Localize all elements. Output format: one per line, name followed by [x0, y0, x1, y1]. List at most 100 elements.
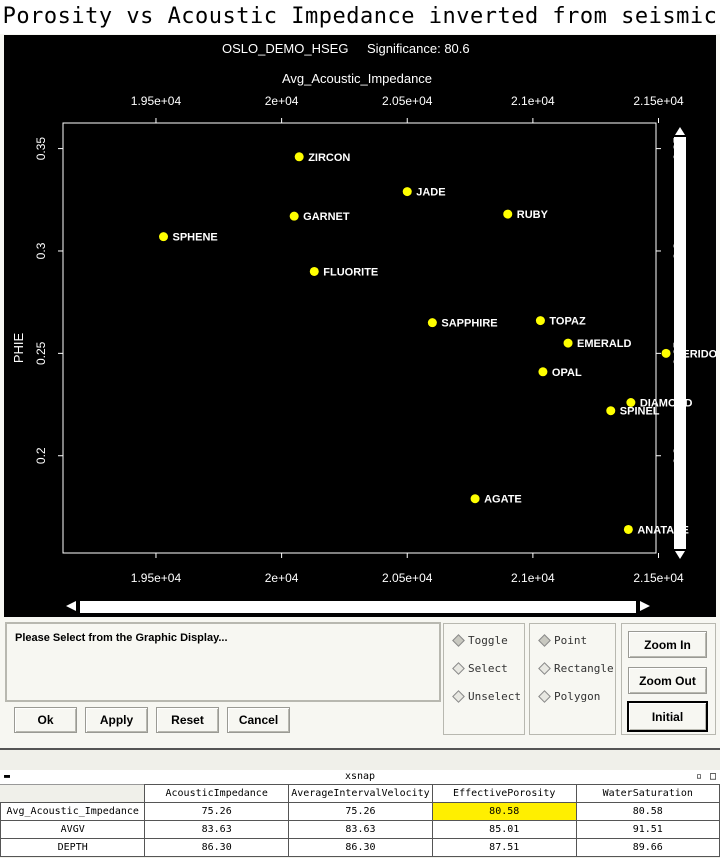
cancel-button[interactable]: Cancel	[227, 707, 290, 733]
window-menu-icon[interactable]: ▬	[4, 771, 11, 782]
zoom-in-button[interactable]: Zoom In	[628, 631, 707, 658]
x-tick-label-top: 2.1e+04	[511, 94, 555, 108]
message-box: Please Select from the Graphic Display..…	[5, 622, 441, 702]
ok-button[interactable]: Ok	[14, 707, 77, 733]
data-point[interactable]	[535, 316, 545, 326]
data-point-label: ZIRCON	[308, 152, 350, 164]
minimize-icon[interactable]: ▫	[695, 771, 702, 782]
table-cell[interactable]: 75.26	[287, 802, 433, 821]
rectangle-radio[interactable]: Rectangle	[538, 662, 614, 675]
y-axis-label: PHIE	[11, 333, 26, 364]
table-cell[interactable]: 83.63	[144, 820, 289, 839]
selection-shape-group: Point Rectangle Polygon	[529, 623, 616, 735]
vertical-scrollbar[interactable]	[674, 137, 686, 549]
data-point[interactable]	[563, 338, 573, 348]
scroll-right-arrow-icon[interactable]	[640, 601, 650, 611]
data-point-label: TOPAZ	[549, 316, 586, 328]
x-tick-label-bottom: 2.1e+04	[511, 571, 555, 585]
x-tick-label-bottom: 2.15e+04	[633, 571, 684, 585]
zoom-group: Zoom In Zoom Out Initial	[621, 623, 716, 735]
select-label: Select	[468, 662, 508, 675]
rectangle-label: Rectangle	[554, 662, 614, 675]
x-tick-label-bottom: 1.95e+04	[131, 571, 182, 585]
x-tick-label-bottom: 2e+04	[265, 571, 299, 585]
point-label: Point	[554, 634, 588, 647]
data-point-label: RUBY	[517, 209, 549, 221]
data-point[interactable]	[294, 152, 304, 162]
table-cell[interactable]: 91.51	[575, 820, 720, 839]
xsnap-table: AcousticImpedance AverageIntervalVelocit…	[0, 784, 720, 857]
unselect-radio[interactable]: Unselect	[452, 690, 521, 703]
data-point[interactable]	[159, 232, 169, 242]
data-point[interactable]	[309, 266, 319, 276]
data-point-label: SPINEL	[620, 406, 660, 418]
radio-diamond-icon	[452, 690, 465, 703]
reset-button[interactable]: Reset	[156, 707, 219, 733]
zoom-out-button[interactable]: Zoom Out	[628, 667, 707, 694]
data-point[interactable]	[626, 398, 636, 407]
column-header: EffectivePorosity	[431, 784, 577, 803]
scroll-down-arrow-icon[interactable]	[675, 551, 685, 559]
initial-button[interactable]: Initial	[627, 701, 708, 732]
data-point-label: AGATE	[484, 494, 522, 506]
data-point[interactable]	[606, 406, 616, 416]
horizontal-scrollbar[interactable]	[80, 601, 636, 613]
selection-mode-group: Toggle Select Unselect	[443, 623, 525, 735]
data-point[interactable]	[623, 524, 633, 534]
data-point-label: SPHENE	[173, 232, 218, 244]
x-tick-label-top: 1.95e+04	[131, 94, 182, 108]
window-title: Porosity vs Acoustic Impedance inverted …	[0, 0, 720, 34]
data-point[interactable]	[402, 187, 412, 197]
point-radio[interactable]: Point	[538, 634, 588, 647]
polygon-radio[interactable]: Polygon	[538, 690, 601, 703]
column-header: AcousticImpedance	[144, 784, 289, 803]
row-header: AVGV	[0, 820, 146, 839]
data-point[interactable]	[289, 211, 299, 221]
x-tick-label-top: 2.05e+04	[382, 94, 433, 108]
data-point-label: SAPPHIRE	[441, 318, 497, 330]
data-point[interactable]	[661, 348, 671, 358]
plot-panel[interactable]: OSLO_DEMO_HSEG Significance: 80.6 Avg_Ac…	[4, 35, 720, 617]
table-cell[interactable]: 83.63	[287, 820, 433, 839]
data-point[interactable]	[470, 494, 480, 504]
unselect-label: Unselect	[468, 690, 521, 703]
table-cell[interactable]: 75.26	[144, 802, 289, 821]
table-cell[interactable]: 85.01	[431, 820, 577, 839]
y-tick-label-left: 0.2	[34, 447, 48, 464]
polygon-label: Polygon	[554, 690, 601, 703]
xsnap-window: ▬ xsnap ▫ □ AcousticImpedance AverageInt…	[0, 748, 720, 858]
x-axis-label: Avg_Acoustic_Impedance	[282, 71, 432, 86]
table-row: DEPTH 86.30 86.30 87.51 89.66	[0, 838, 720, 857]
xsnap-title-bar[interactable]: ▬ xsnap ▫ □	[0, 770, 720, 785]
row-header: DEPTH	[0, 838, 146, 857]
table-cell[interactable]: 86.30	[287, 838, 433, 857]
data-point-label: EMERALD	[577, 338, 631, 350]
select-radio[interactable]: Select	[452, 662, 508, 675]
x-tick-label-top: 2e+04	[265, 94, 299, 108]
radio-diamond-icon	[452, 662, 465, 675]
table-cell[interactable]: 80.58	[575, 802, 720, 821]
data-point-label: FLUORITE	[323, 266, 378, 278]
table-row: AVGV 83.63 83.63 85.01 91.51	[0, 820, 720, 839]
toggle-label: Toggle	[468, 634, 508, 647]
radio-diamond-icon	[452, 634, 465, 647]
data-point[interactable]	[427, 318, 437, 328]
significance-label: Significance: 80.6	[367, 41, 470, 56]
scatter-chart[interactable]: OSLO_DEMO_HSEG Significance: 80.6 Avg_Ac…	[4, 35, 720, 617]
table-cell[interactable]: 86.30	[144, 838, 289, 857]
scroll-up-arrow-icon[interactable]	[675, 127, 685, 135]
scroll-left-arrow-icon[interactable]	[66, 601, 76, 611]
toggle-radio[interactable]: Toggle	[452, 634, 508, 647]
message-text: Please Select from the Graphic Display..…	[15, 632, 228, 644]
maximize-icon[interactable]: □	[709, 771, 716, 782]
radio-diamond-icon	[538, 662, 551, 675]
apply-button[interactable]: Apply	[85, 707, 148, 733]
data-point[interactable]	[503, 209, 513, 219]
table-cell[interactable]: 87.51	[431, 838, 577, 857]
x-tick-label-top: 2.15e+04	[633, 94, 684, 108]
table-cell-highlighted[interactable]: 80.58	[431, 802, 577, 821]
data-point[interactable]	[538, 367, 548, 377]
table-cell[interactable]: 89.66	[575, 838, 720, 857]
table-row: Avg_Acoustic_Impedance 75.26 75.26 80.58…	[0, 802, 720, 821]
corner-cell	[0, 784, 146, 803]
